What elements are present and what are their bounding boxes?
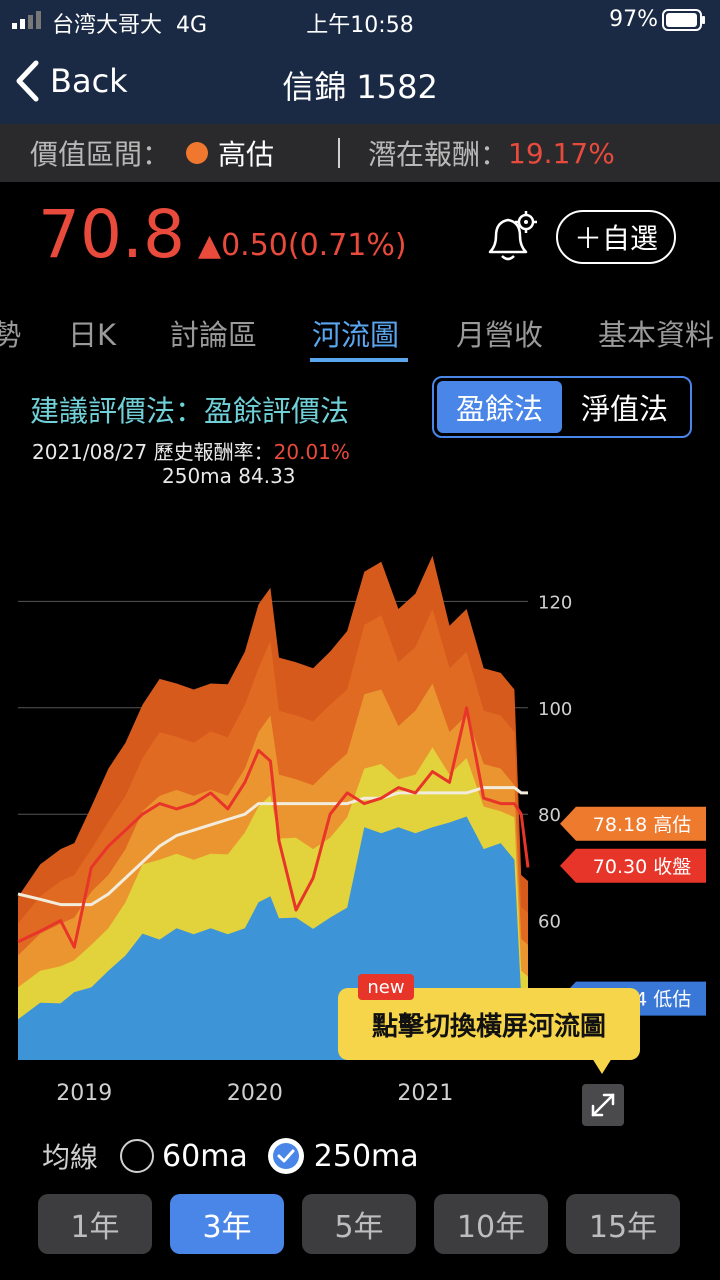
eps-method-button[interactable]: 盈餘法 — [437, 381, 562, 433]
ma-value-info: 250ma 84.33 — [162, 464, 296, 488]
tab-discussion[interactable]: 討論區 — [170, 318, 258, 352]
tab-daily-k[interactable]: 日K — [68, 318, 117, 352]
book-value-method-button[interactable]: 淨值法 — [580, 392, 668, 426]
ma250-line — [17, 786, 528, 907]
y-tick-label: 60 — [538, 912, 561, 933]
period-1y-button[interactable]: 1年 — [38, 1194, 152, 1254]
network-label: 4G — [176, 13, 208, 38]
divider — [338, 138, 341, 168]
valuation-label: 價值區間： — [30, 138, 171, 171]
alert-bell-icon[interactable] — [482, 208, 540, 266]
ma250-label[interactable]: 250ma — [313, 1138, 419, 1174]
valuation-bar: 價值區間： 高估 潛在報酬： 19.17% — [0, 124, 720, 182]
period-3y-button[interactable]: 3年 — [170, 1194, 284, 1254]
ma250-radio-checked-icon[interactable] — [266, 1136, 306, 1176]
history-return-value: 20.01% — [273, 440, 350, 464]
chevron-left-icon — [16, 60, 39, 102]
info-date: 2021/08/27 — [32, 440, 148, 464]
y-tick-label: 80 — [538, 805, 561, 826]
period-selector: 1年 3年 5年 10年 15年 — [0, 1194, 720, 1256]
expand-icon[interactable] — [582, 1084, 624, 1126]
back-button[interactable]: Back — [14, 56, 128, 106]
x-tick-label: 2020 — [227, 1081, 283, 1106]
ma60-radio[interactable] — [120, 1139, 155, 1173]
history-return-label: 歷史報酬率： — [153, 440, 274, 464]
status-bar: 台湾大哥大 4G 上午10:58 97% — [0, 0, 720, 40]
tooltip-text: 點擊切換橫屏河流圖 — [371, 1011, 606, 1042]
high-estimate-marker-label: 78.18 高估 — [593, 814, 691, 836]
price-change: ▲0.50(0.71%) — [198, 228, 407, 263]
new-badge: new — [358, 974, 414, 1000]
add-watchlist-button[interactable]: ＋自選 — [556, 210, 676, 264]
signal-icon — [12, 11, 41, 29]
period-10y-button[interactable]: 10年 — [434, 1194, 548, 1254]
ma-selector: 均線 60ma 250ma — [42, 1134, 442, 1178]
history-return-info: 2021/08/27 歷史報酬率：20.01% — [32, 436, 350, 465]
price-line — [17, 706, 530, 949]
close-price-marker-label: 70.30 收盤 — [593, 856, 691, 878]
tab-river-chart[interactable]: 河流圖 — [312, 318, 400, 352]
y-tick-label: 100 — [538, 699, 572, 720]
price-area: 70.8 ▲0.50(0.71%) ＋自選 — [0, 182, 720, 292]
battery-percent: 97% — [609, 7, 658, 32]
x-tick-label: 2021 — [397, 1081, 453, 1106]
current-price: 70.8 — [38, 196, 185, 273]
potential-return-label: 潛在報酬： — [368, 138, 509, 171]
landscape-tooltip[interactable]: 點擊切換橫屏河流圖 — [338, 988, 640, 1074]
clock: 上午10:58 — [306, 13, 414, 38]
ma-label: 均線 — [42, 1141, 99, 1174]
back-label: Back — [50, 62, 128, 100]
tab-monthly-revenue[interactable]: 月營收 — [456, 318, 544, 352]
potential-return-value: 19.17% — [508, 136, 615, 170]
valuation-dot-icon — [186, 142, 209, 164]
high-estimate-marker-tag — [560, 806, 706, 841]
period-15y-button[interactable]: 15年 — [566, 1194, 680, 1254]
nav-bar: Back 信錦 1582 — [0, 40, 720, 124]
tab-basic-info[interactable]: 基本資料 — [598, 318, 715, 352]
carrier-label: 台湾大哥大 4G — [52, 13, 208, 38]
tooltip-tail — [592, 1058, 612, 1074]
period-5y-button[interactable]: 5年 — [302, 1194, 416, 1254]
close-price-marker-tag — [560, 848, 706, 883]
active-tab-indicator — [310, 358, 408, 362]
ma60-label[interactable]: 60ma — [162, 1138, 248, 1174]
y-tick-label: 120 — [538, 592, 572, 613]
method-toggle: 盈餘法 淨值法 — [432, 376, 692, 438]
valuation-method-label: 建議評價法：盈餘評價法 — [30, 394, 350, 428]
valuation-value: 高估 — [218, 138, 275, 171]
page-title: 信錦 1582 — [282, 68, 438, 106]
x-tick-label: 2019 — [56, 1081, 112, 1106]
tab-trend[interactable]: 勢 — [0, 318, 22, 352]
tab-bar: 勢 日K 討論區 河流圖 月營收 基本資料 — [0, 300, 720, 366]
battery-icon — [662, 9, 705, 31]
